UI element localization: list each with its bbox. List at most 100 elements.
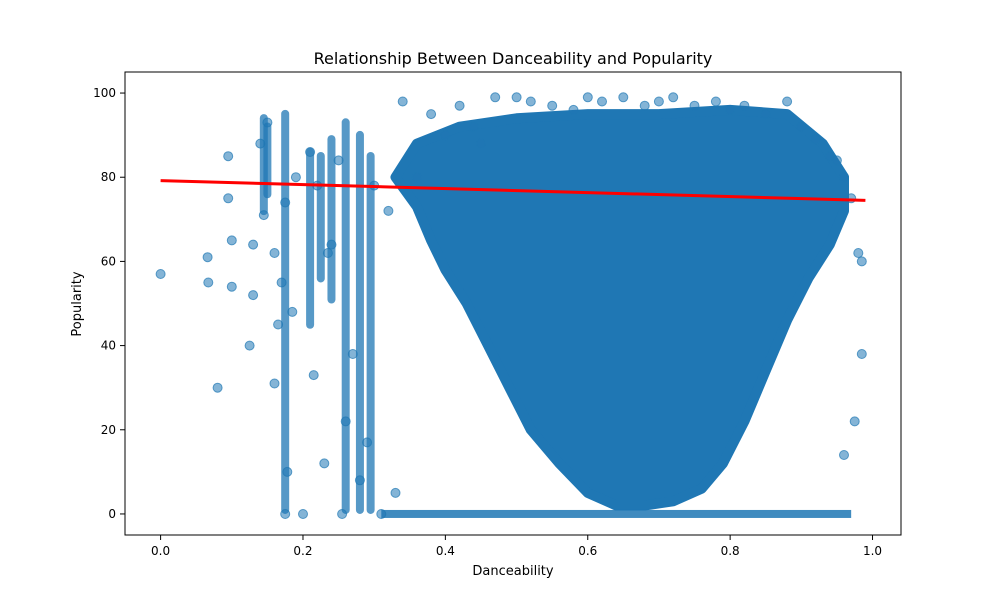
data-point: [280, 509, 291, 519]
data-point: [547, 100, 558, 111]
column-streak: [355, 130, 364, 514]
dense-point-region: [390, 104, 849, 511]
data-point: [248, 290, 259, 301]
data-point: [273, 319, 284, 330]
plot-frame: [124, 71, 902, 536]
data-point: [597, 96, 607, 107]
column-streak: [341, 118, 350, 514]
data-point: [426, 109, 437, 120]
data-point: [226, 281, 237, 292]
data-point: [262, 117, 273, 128]
data-point: [856, 349, 867, 359]
column-streak: [316, 151, 325, 283]
data-point: [839, 172, 849, 183]
x-tick-label: 0.8: [721, 544, 740, 558]
data-point: [760, 109, 771, 120]
data-point: [287, 306, 298, 317]
data-point: [269, 248, 280, 258]
data-point: [511, 92, 522, 103]
data-point: [653, 96, 664, 107]
data-point: [476, 138, 486, 149]
y-axis-label: Popularity: [70, 271, 85, 336]
data-point: [337, 509, 348, 519]
data-point: [831, 155, 842, 166]
data-point: [308, 370, 319, 381]
data-point: [203, 277, 214, 288]
data-point: [739, 100, 750, 111]
trend-line: [160, 179, 866, 202]
data-point: [333, 155, 344, 166]
y-tick-label: 40: [101, 339, 116, 353]
data-point: [244, 340, 255, 351]
data-point: [397, 96, 408, 107]
data-point: [383, 205, 394, 216]
x-axis-ticks: 0.0 0.2 0.4 0.6 0.8 1.0: [151, 535, 882, 558]
x-axis-label: Danceability: [472, 564, 554, 579]
data-point: [269, 378, 280, 389]
data-point: [454, 100, 465, 111]
data-point: [255, 138, 266, 149]
data-point: [468, 121, 479, 132]
data-point: [853, 248, 864, 258]
data-point: [280, 197, 291, 208]
data-point: [248, 239, 259, 250]
data-point: [212, 382, 223, 393]
data-point: [525, 96, 536, 107]
data-point: [326, 239, 337, 250]
column-streak: [327, 135, 336, 304]
data-point: [305, 147, 316, 157]
x-tick-label: 0.0: [151, 544, 170, 558]
data-point: [639, 100, 650, 111]
data-point: [839, 450, 849, 460]
data-point: [796, 121, 807, 132]
y-tick-label: 60: [101, 254, 116, 268]
regression-line: [160, 179, 866, 202]
scatter-points: [155, 92, 867, 519]
data-point: [376, 509, 387, 519]
data-point: [810, 134, 821, 145]
y-axis-ticks: 0 20 40 60 80 100: [93, 86, 125, 521]
data-point: [282, 466, 293, 477]
zero-popularity-band: [381, 509, 852, 518]
data-point: [258, 210, 269, 221]
column-streak: [263, 122, 272, 199]
data-point: [689, 100, 700, 111]
data-point: [668, 92, 679, 103]
y-tick-label: 20: [101, 423, 116, 437]
data-point: [226, 235, 237, 246]
data-point: [782, 96, 793, 107]
y-tick-label: 100: [93, 86, 116, 100]
data-point: [411, 172, 422, 183]
data-point: [440, 130, 451, 141]
data-point: [362, 437, 373, 448]
data-point: [290, 172, 301, 183]
data-point: [202, 252, 213, 263]
data-point: [490, 92, 501, 103]
chart-title: Relationship Between Danceability and Po…: [314, 49, 713, 68]
point-density-cloud: [259, 104, 852, 518]
data-point: [582, 92, 593, 103]
data-point: [322, 248, 333, 258]
data-point: [568, 104, 579, 115]
x-tick-label: 0.4: [436, 544, 455, 558]
data-point: [276, 277, 287, 288]
column-streak: [281, 109, 290, 514]
data-point: [354, 475, 365, 486]
column-streak: [306, 147, 315, 329]
data-point: [340, 416, 351, 427]
data-point: [710, 96, 721, 107]
data-point: [849, 416, 860, 427]
y-tick-label: 80: [101, 170, 116, 184]
data-point: [347, 349, 358, 359]
y-tick-label: 0: [108, 507, 116, 521]
data-point: [298, 509, 308, 519]
data-point: [155, 269, 166, 279]
x-tick-label: 0.2: [293, 544, 312, 558]
x-tick-label: 0.6: [578, 544, 597, 558]
x-tick-label: 1.0: [863, 544, 882, 558]
data-point: [618, 92, 629, 103]
data-point: [725, 104, 736, 115]
data-point: [390, 487, 401, 498]
data-point: [856, 256, 867, 267]
